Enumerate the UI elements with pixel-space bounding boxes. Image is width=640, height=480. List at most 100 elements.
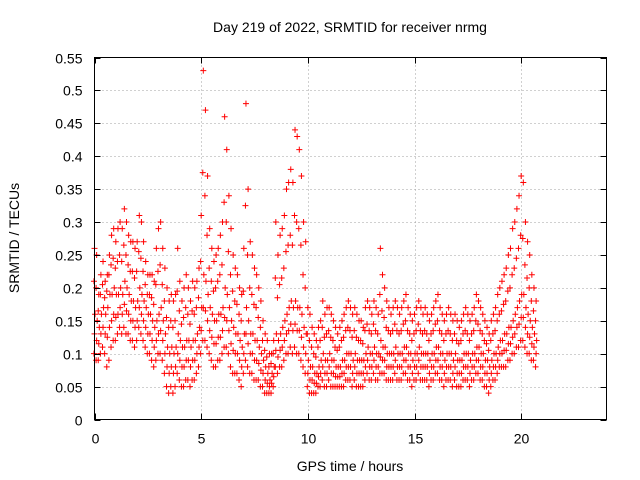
y-tick-label: 0.5 (63, 83, 83, 99)
data-point (173, 344, 180, 351)
data-point (243, 304, 250, 311)
data-point (471, 363, 478, 370)
data-point (120, 242, 127, 249)
data-point (506, 284, 513, 291)
chart-title: Day 219 of 2022, SRMTID for receiver nrm… (213, 19, 487, 35)
data-point (164, 284, 171, 291)
data-point (95, 357, 102, 364)
y-axis-label: SRMTID / TECUs (6, 183, 22, 293)
data-point (279, 225, 286, 232)
data-point (496, 311, 503, 318)
data-point (201, 192, 208, 199)
data-point (182, 304, 189, 311)
data-point (249, 330, 256, 337)
data-point (99, 344, 106, 351)
data-point (296, 304, 303, 311)
data-point (151, 344, 158, 351)
data-point (297, 357, 304, 364)
data-point (298, 172, 305, 179)
data-point (101, 294, 108, 301)
data-point (172, 291, 179, 298)
y-tick-label: 0.4 (63, 149, 83, 165)
data-point (507, 340, 514, 347)
data-point (188, 344, 195, 351)
data-point (283, 330, 290, 337)
data-point (181, 363, 188, 370)
data-point (161, 265, 168, 272)
data-point (337, 363, 344, 370)
data-point (481, 317, 488, 324)
data-point (304, 370, 311, 377)
data-point (358, 317, 365, 324)
data-point (153, 245, 160, 252)
data-point (120, 324, 127, 331)
data-point (494, 357, 501, 364)
data-point (381, 314, 388, 321)
data-point (92, 311, 99, 318)
data-point (415, 357, 422, 364)
data-point (513, 324, 520, 331)
data-point (431, 350, 438, 357)
data-point (137, 330, 144, 337)
data-point (437, 304, 444, 311)
data-point (489, 330, 496, 337)
data-point (140, 337, 147, 344)
data-point (123, 219, 130, 226)
data-point (440, 337, 447, 344)
data-point (476, 344, 483, 351)
data-point (330, 370, 337, 377)
data-point (257, 324, 264, 331)
data-point (524, 238, 531, 245)
data-point (125, 261, 132, 268)
data-point (152, 357, 159, 364)
data-point (227, 271, 234, 278)
data-points (91, 68, 540, 397)
data-point (242, 202, 249, 209)
data-point (228, 340, 235, 347)
data-point (408, 383, 415, 390)
data-point (119, 225, 126, 232)
data-point (134, 238, 141, 245)
data-point (370, 298, 377, 305)
y-tick-label: 0.45 (55, 116, 82, 132)
data-point (99, 281, 106, 288)
data-point (400, 321, 407, 328)
data-point (196, 265, 203, 272)
data-point (379, 271, 386, 278)
data-point (256, 344, 263, 351)
data-point (434, 291, 441, 298)
x-tick-label: 20 (514, 431, 530, 447)
data-point (434, 370, 441, 377)
data-point (102, 311, 109, 318)
data-point (511, 350, 518, 357)
data-point (309, 363, 316, 370)
data-point (503, 330, 510, 337)
data-point (90, 278, 97, 285)
data-point (279, 324, 286, 331)
data-point (117, 304, 124, 311)
data-point (278, 363, 285, 370)
data-point (272, 274, 279, 281)
data-point (366, 304, 373, 311)
data-point (435, 344, 442, 351)
data-point (234, 271, 241, 278)
data-point (202, 307, 209, 314)
data-point (157, 219, 164, 226)
data-point (255, 377, 262, 384)
data-point (426, 370, 433, 377)
data-point (434, 357, 441, 364)
data-point (174, 370, 181, 377)
data-point (112, 337, 119, 344)
data-point (257, 298, 264, 305)
data-point (274, 370, 281, 377)
data-point (124, 284, 131, 291)
data-point (151, 324, 158, 331)
data-point (208, 357, 215, 364)
data-point (174, 288, 181, 295)
data-point (133, 268, 140, 275)
data-point (258, 350, 265, 357)
data-point (468, 330, 475, 337)
y-tick-labels: 0 0.05 0.1 0.15 0.2 0.25 0.3 0.35 0.4 0.45 0.5 0.55 (55, 51, 82, 429)
data-point (452, 350, 459, 357)
data-point (457, 383, 464, 390)
